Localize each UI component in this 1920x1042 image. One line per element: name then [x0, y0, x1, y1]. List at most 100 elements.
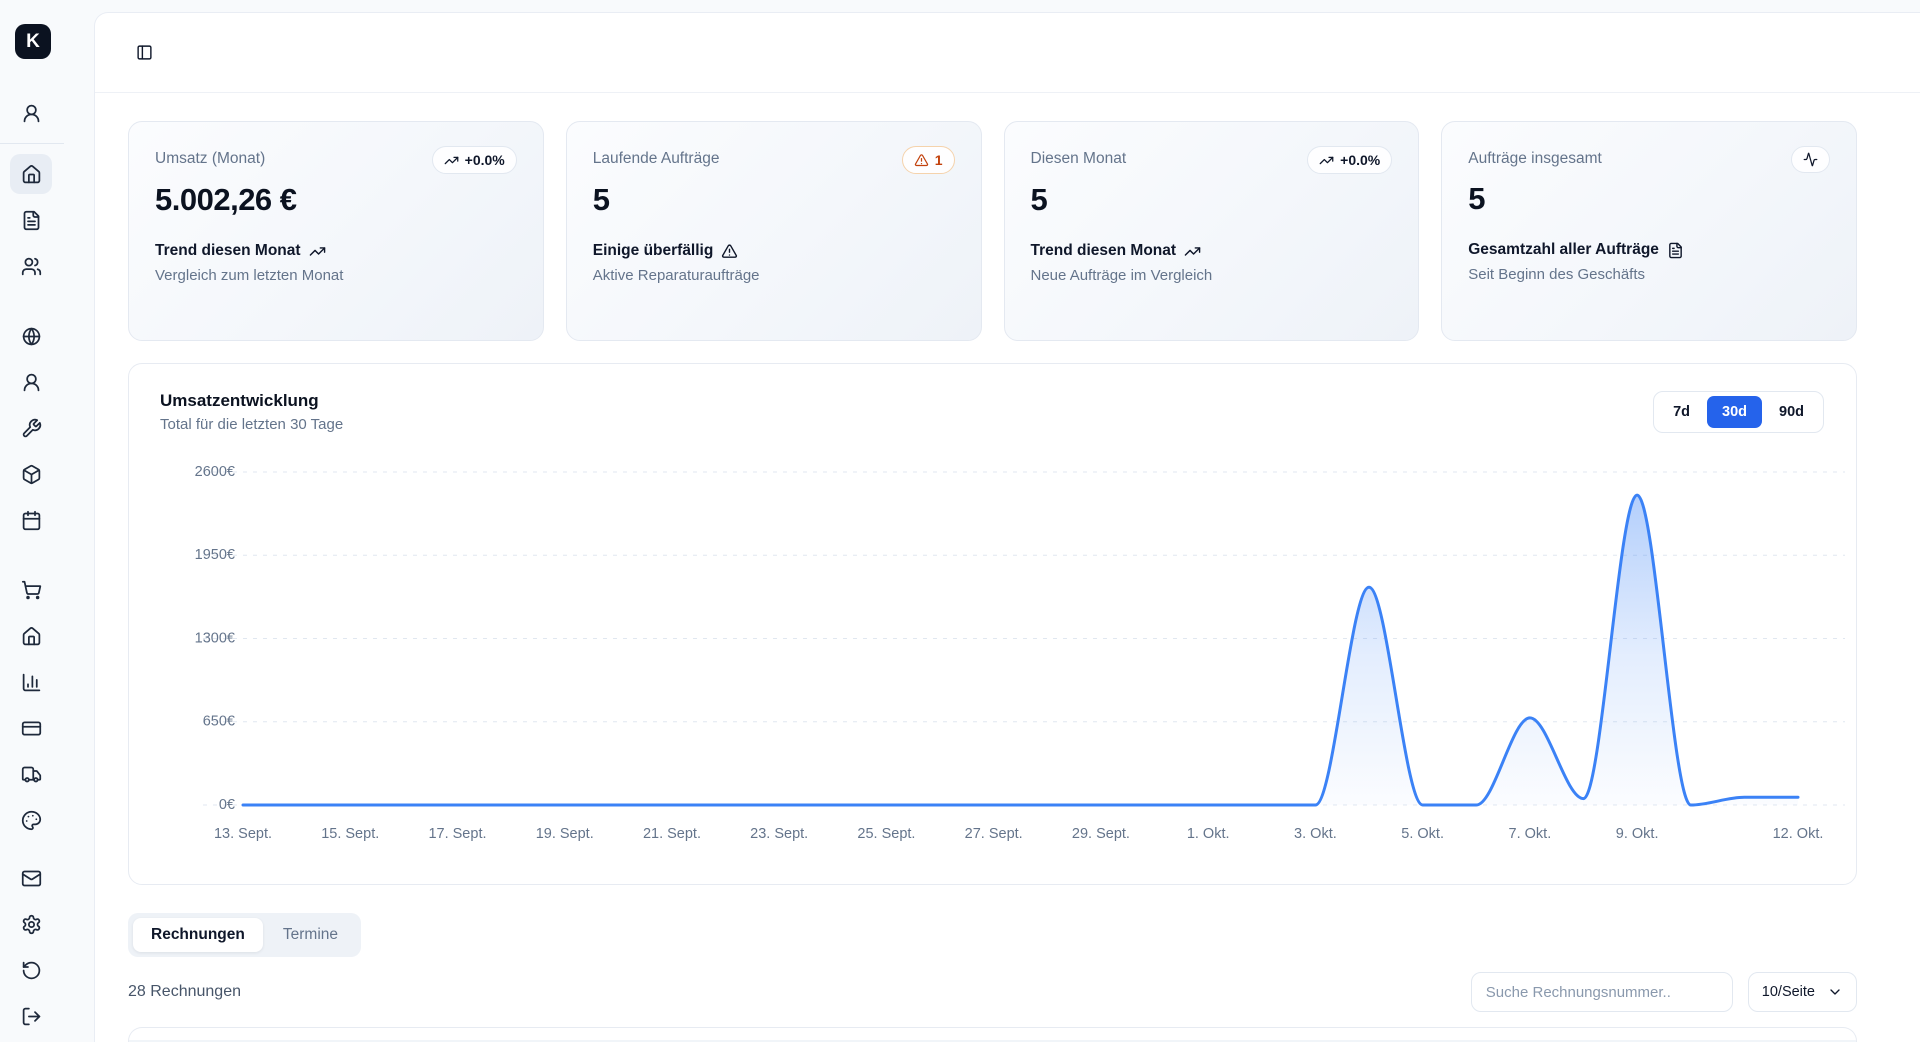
- sidebar-item-globe[interactable]: [10, 316, 52, 356]
- users-icon: [21, 256, 42, 277]
- triangle-alert-icon: [914, 153, 929, 168]
- chart-card: Umsatzentwicklung Total für die letzten …: [128, 363, 1857, 885]
- svg-text:1300€: 1300€: [195, 630, 235, 646]
- stat-card-footer-label: Trend diesen Monat: [155, 242, 301, 260]
- sidebar-item-truck[interactable]: [10, 754, 52, 794]
- sidebar-item-calendar[interactable]: [10, 500, 52, 540]
- stat-card-badge: 1: [902, 146, 955, 174]
- range-option-30d[interactable]: 30d: [1707, 396, 1762, 428]
- svg-text:27. Sept.: 27. Sept.: [965, 826, 1023, 842]
- sidebar-item-rotate-ccw[interactable]: [10, 950, 52, 990]
- revenue-area-chart: 0€650€1300€1950€2600€13. Sept.15. Sept.1…: [143, 464, 1845, 854]
- chart-column-icon: [21, 672, 42, 693]
- log-out-icon: [21, 1006, 42, 1027]
- sidebar-divider: [0, 143, 64, 144]
- truck-icon: [21, 764, 42, 785]
- svg-text:7. Okt.: 7. Okt.: [1509, 826, 1552, 842]
- stat-card-footer: Trend diesen Monat: [155, 242, 517, 260]
- sidebar-toggle-button[interactable]: [129, 38, 159, 68]
- svg-text:29. Sept.: 29. Sept.: [1072, 826, 1130, 842]
- list-controls: 10/Seite: [1471, 972, 1857, 1012]
- chart-svg: 0€650€1300€1950€2600€13. Sept.15. Sept.1…: [143, 464, 1845, 854]
- sidebar: K: [0, 0, 94, 1042]
- list-header-row: 28 Rechnungen 10/Seite: [128, 972, 1857, 1012]
- stat-card-footer-label: Einige überfällig: [593, 242, 714, 260]
- sidebar-item-chart-column[interactable]: [10, 662, 52, 702]
- stat-card: Umsatz (Monat)+0.0%5.002,26 €Trend diese…: [128, 121, 544, 341]
- mail-icon: [21, 868, 42, 889]
- file-text-icon: [1667, 242, 1684, 259]
- settings-icon: [21, 914, 42, 935]
- page-size-select[interactable]: 10/Seite: [1748, 972, 1857, 1012]
- sidebar-item-user-round[interactable]: [10, 362, 52, 402]
- invoice-search-input[interactable]: [1471, 972, 1733, 1012]
- panel-left-icon: [136, 44, 153, 61]
- wrench-icon: [21, 418, 42, 439]
- stat-card-badge: +0.0%: [1307, 146, 1392, 174]
- sidebar-item-house[interactable]: [10, 616, 52, 656]
- sidebar-item-house[interactable]: [10, 154, 52, 194]
- globe-icon: [21, 326, 42, 347]
- chart-title: Umsatzentwicklung: [160, 391, 343, 411]
- page-size-value: 10/Seite: [1762, 984, 1815, 1000]
- main-panel: Umsatz (Monat)+0.0%5.002,26 €Trend diese…: [94, 12, 1920, 1042]
- area-fill: [243, 495, 1798, 805]
- stat-card-title: Laufende Aufträge: [593, 146, 720, 168]
- activity-icon: [1803, 152, 1818, 167]
- tab-termine[interactable]: Termine: [265, 918, 356, 952]
- trending-up-icon: [1319, 153, 1334, 168]
- sidebar-item-package[interactable]: [10, 454, 52, 494]
- main-header: [95, 13, 1920, 93]
- stat-card-subtext: Aktive Reparaturaufträge: [593, 267, 955, 284]
- badge-label: +0.0%: [1340, 152, 1380, 168]
- sidebar-item-log-out[interactable]: [10, 996, 52, 1036]
- stat-card-value: 5: [1468, 181, 1830, 217]
- range-option-90d[interactable]: 90d: [1764, 396, 1819, 428]
- sidebar-item-users[interactable]: [10, 246, 52, 286]
- house-icon: [21, 164, 42, 185]
- stat-card-footer: Einige überfällig: [593, 242, 955, 260]
- range-option-7d[interactable]: 7d: [1658, 396, 1705, 428]
- file-text-icon: [21, 210, 42, 231]
- badge-label: 1: [935, 152, 943, 168]
- sidebar-item-mail[interactable]: [10, 858, 52, 898]
- stat-card-title: Umsatz (Monat): [155, 146, 265, 168]
- tabs: RechnungenTermine: [128, 913, 361, 957]
- svg-text:21. Sept.: 21. Sept.: [643, 826, 701, 842]
- svg-text:15. Sept.: 15. Sept.: [321, 826, 379, 842]
- trend-line: [243, 495, 1798, 805]
- stat-cards-row: Umsatz (Monat)+0.0%5.002,26 €Trend diese…: [128, 121, 1857, 341]
- svg-text:1950€: 1950€: [195, 547, 235, 563]
- sidebar-item-file-text[interactable]: [10, 200, 52, 240]
- stat-card-subtext: Seit Beginn des Geschäfts: [1468, 266, 1830, 283]
- chart-header: Umsatzentwicklung Total für die letzten …: [129, 364, 1856, 433]
- badge-label: +0.0%: [465, 152, 505, 168]
- stat-card: Aufträge insgesamt5Gesamtzahl aller Auft…: [1441, 121, 1857, 341]
- svg-text:12. Okt.: 12. Okt.: [1773, 826, 1824, 842]
- user-round-icon: [21, 103, 42, 124]
- content: Umsatz (Monat)+0.0%5.002,26 €Trend diese…: [95, 93, 1920, 1042]
- svg-text:1. Okt.: 1. Okt.: [1187, 826, 1230, 842]
- tab-rechnungen[interactable]: Rechnungen: [133, 918, 263, 952]
- sidebar-item-shopping-cart[interactable]: [10, 570, 52, 610]
- svg-text:3. Okt.: 3. Okt.: [1294, 826, 1337, 842]
- svg-text:17. Sept.: 17. Sept.: [428, 826, 486, 842]
- stat-card-badge: +0.0%: [432, 146, 517, 174]
- app-logo[interactable]: K: [15, 24, 51, 59]
- y-axis-labels: 0€650€1300€1950€2600€: [195, 464, 235, 813]
- stat-card-footer-label: Gesamtzahl aller Aufträge: [1468, 241, 1659, 259]
- sidebar-item-settings[interactable]: [10, 904, 52, 944]
- sidebar-item-wrench[interactable]: [10, 408, 52, 448]
- stat-card-subtext: Vergleich zum letzten Monat: [155, 267, 517, 284]
- credit-card-icon: [21, 718, 42, 739]
- sidebar-item-credit-card[interactable]: [10, 708, 52, 748]
- user-round-icon: [21, 372, 42, 393]
- stat-card-value: 5: [1031, 182, 1393, 218]
- sidebar-item-user-round[interactable]: [10, 93, 52, 133]
- invoice-count: 28 Rechnungen: [128, 983, 241, 1001]
- sidebar-item-palette[interactable]: [10, 800, 52, 840]
- package-icon: [21, 464, 42, 485]
- invoice-table-card: [128, 1027, 1857, 1042]
- triangle-alert-icon: [721, 243, 738, 260]
- stat-card-footer: Trend diesen Monat: [1031, 242, 1393, 260]
